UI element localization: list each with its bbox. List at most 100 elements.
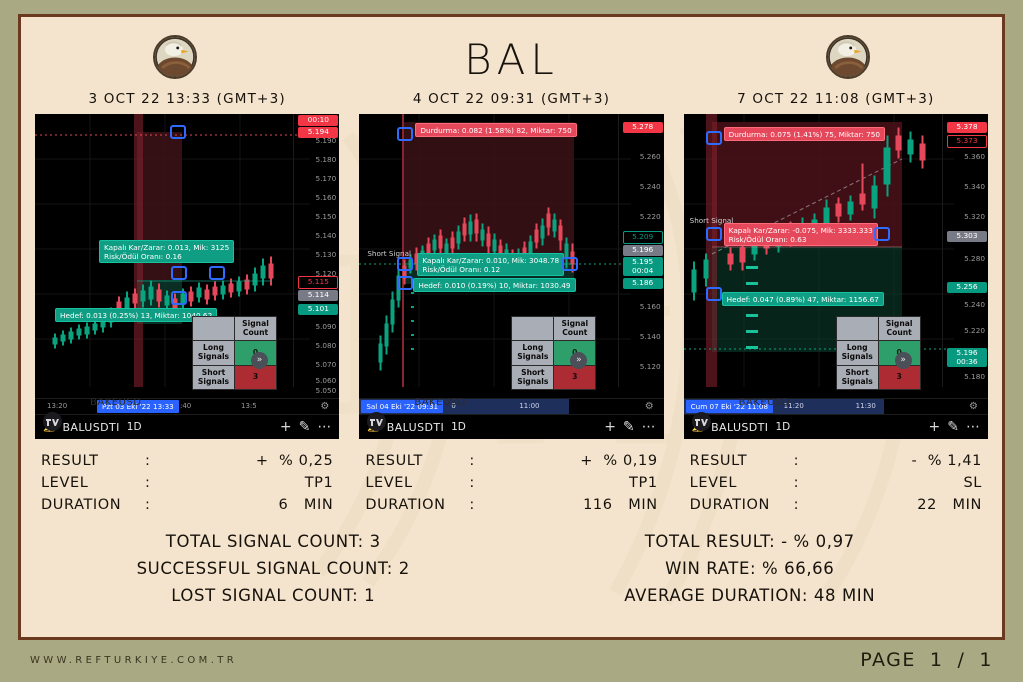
- marker-box: [397, 276, 414, 290]
- price-badge-target: 5.256: [946, 282, 987, 293]
- duration-value: 116 MIN: [583, 497, 658, 514]
- expand-arrow-icon-3[interactable]: »: [894, 352, 912, 369]
- add-icon-3[interactable]: +: [928, 419, 941, 435]
- price-tick: 5.140: [639, 332, 661, 341]
- time-tick: 13:5: [241, 402, 257, 410]
- summary-win-rate: WIN RATE: % 66,66: [665, 558, 835, 578]
- price-tick: 5.140: [315, 231, 337, 240]
- draw-pen-icon-2[interactable]: ✎: [622, 419, 635, 435]
- draw-pen-icon-3[interactable]: ✎: [947, 419, 959, 435]
- chart-ghost-symbol-2: BAKEUSD: [414, 397, 466, 408]
- duration-value: 6 MIN: [278, 497, 334, 514]
- sigtable-long-label: Long Signals: [511, 340, 555, 366]
- chart-card-3[interactable]: BAKEUSD Durdurma: 0.075 (1.41%) 75, Mikt…: [683, 114, 988, 439]
- chart-label-target-2: Hedef: 0.010 (0.19%) 10, Miktar: 1030.49: [413, 278, 576, 293]
- marker-box: [170, 125, 186, 139]
- marker-box: [873, 227, 890, 241]
- chart-symbol-1[interactable]: BALUSDTI: [62, 420, 120, 434]
- marker-box: [397, 257, 414, 271]
- chart-date-2: 4 OCT 22 09:31 (GMT+3): [412, 91, 611, 107]
- price-tick: 5.150: [315, 212, 337, 221]
- duration-key: DURATION: [689, 497, 770, 514]
- result-line-result-2: RESULT : + % 0,19: [365, 450, 657, 472]
- chart-label-close-pl-3: Kapalı Kar/Zarar: -0.075, Mik: 3333.333 R…: [723, 223, 878, 247]
- price-badge-target: 5.101: [298, 304, 339, 315]
- price-tick: 5.090: [315, 322, 337, 331]
- footer-website-url[interactable]: WWW.REFTURKIYE.COM.TR: [30, 654, 238, 666]
- price-tick: 5.160: [639, 302, 661, 311]
- price-tick: 5.220: [964, 326, 985, 335]
- chart-ghost-symbol-3: BAKEUSD: [738, 397, 791, 408]
- price-axis-1: 00:10 5.194 5.190 5.180 5.170 5.160 5.15…: [293, 114, 339, 395]
- price-tick: 5.120: [639, 362, 661, 371]
- price-tick: 5.180: [964, 372, 985, 381]
- level-key: LEVEL: [689, 475, 738, 492]
- sigtable-header: Signal Count: [553, 315, 597, 342]
- chart-label-target-1: Hedef: 0.013 (0.25%) 13, Miktar: 1040.62: [55, 308, 218, 323]
- price-tick: 5.220: [639, 212, 661, 221]
- chart-symbol-2[interactable]: BALUSDTI: [386, 420, 445, 434]
- footer-page-indicator: PAGE 1 / 1: [860, 649, 993, 671]
- price-badge-stop: 5.278: [622, 122, 663, 133]
- sigtable-short-value: 3: [553, 364, 597, 391]
- result-value: + % 0,19: [580, 453, 658, 469]
- tradingview-logo-icon-2: [367, 412, 387, 431]
- price-tick: 5.130: [315, 250, 337, 259]
- page-separator: /: [957, 649, 966, 671]
- price-badge-countdown: 00:10: [298, 115, 339, 126]
- chart-timeframe-1[interactable]: 1D: [126, 421, 142, 433]
- poster-content: BAL 3 OCT 22 13:33 (GMT+3) 4 OC: [21, 17, 1002, 637]
- summary-successful-signal-count: SUCCESSFUL SIGNAL COUNT: 2: [136, 558, 410, 578]
- chart-date-1: 3 OCT 22 13:33 (GMT+3): [88, 91, 286, 107]
- time-axis-2: Sal 04 Eki '22 09:31 0 11:00 ⚙: [359, 398, 664, 414]
- chart-card-1[interactable]: BAKEUSD Kapalı Kar/Zarar: 0.013, Mik: 31…: [35, 114, 340, 439]
- add-icon-1[interactable]: +: [279, 419, 292, 435]
- page-label: PAGE: [860, 649, 916, 671]
- result-colon: :: [469, 453, 475, 469]
- time-tick: 13:20: [47, 402, 68, 410]
- settings-gear-icon-1[interactable]: ⚙: [320, 401, 330, 412]
- settings-gear-icon-2[interactable]: ⚙: [644, 401, 654, 412]
- more-options-icon-1[interactable]: ⋯: [317, 419, 332, 435]
- level-value: TP1: [304, 475, 334, 492]
- time-tick: 11:30: [855, 402, 876, 410]
- chart-timeframe-3[interactable]: 1D: [775, 421, 791, 433]
- result-key: RESULT: [689, 453, 748, 469]
- price-tick: 5.160: [315, 193, 337, 202]
- more-options-icon-2[interactable]: ⋯: [641, 419, 656, 435]
- chart-label-stop-3: Durdurma: 0.075 (1.41%) 75, Miktar: 750: [723, 127, 886, 142]
- duration-value: 22 MIN: [917, 497, 982, 514]
- sigtable-short-label: Short Signals: [192, 364, 235, 391]
- chart-card-2[interactable]: BAKEUSD Durdurma: 0.082 (1.58%) 82, Mikt…: [359, 114, 664, 439]
- expand-arrow-icon-1[interactable]: »: [251, 352, 268, 369]
- price-badge-last: 5.194: [298, 127, 339, 138]
- tradingview-logo-icon-1: [43, 412, 62, 431]
- price-badge-entry: 5.196: [622, 245, 663, 256]
- summary-average-duration: AVERAGE DURATION: 48 MIN: [624, 585, 876, 605]
- sigtable-blank: [192, 315, 235, 342]
- result-block-3: RESULT : - % 1,41 LEVEL : SL DURATION : …: [684, 450, 988, 516]
- price-tick: 5.260: [639, 152, 661, 161]
- chart-label-target-3: Hedef: 0.047 (0.89%) 47, Miktar: 1156.67: [721, 292, 884, 307]
- price-tick: 5.120: [315, 269, 337, 278]
- sigtable-short-value: 3: [877, 364, 921, 391]
- sigtable-short-label: Short Signals: [511, 364, 555, 391]
- result-line-level-1: LEVEL : TP1: [41, 472, 333, 494]
- summary-total-signal-count: TOTAL SIGNAL COUNT: 3: [165, 532, 381, 552]
- result-line-result-1: RESULT : + % 0,25: [41, 450, 333, 472]
- marker-box: [171, 291, 187, 305]
- price-tick: 5.180: [315, 155, 337, 164]
- expand-arrow-icon-2[interactable]: »: [570, 352, 588, 369]
- settings-gear-icon-3[interactable]: ⚙: [969, 401, 978, 412]
- draw-pen-icon-1[interactable]: ✎: [298, 419, 311, 435]
- add-icon-2[interactable]: +: [604, 419, 616, 435]
- time-axis-1: 13:20 Pzt 03 Eki '22 13:33 :40 13:5 ⚙: [35, 398, 340, 414]
- result-value: - % 1,41: [911, 453, 982, 469]
- level-key: LEVEL: [365, 475, 413, 492]
- results-row: RESULT : + % 0,25 LEVEL : TP1 DURATION :…: [35, 450, 988, 516]
- chart-timeframe-2[interactable]: 1D: [451, 421, 466, 433]
- price-tick: 5.360: [964, 152, 985, 161]
- more-options-icon-3[interactable]: ⋯: [965, 419, 980, 435]
- chart-symbol-3[interactable]: BALUSDTI: [711, 420, 769, 434]
